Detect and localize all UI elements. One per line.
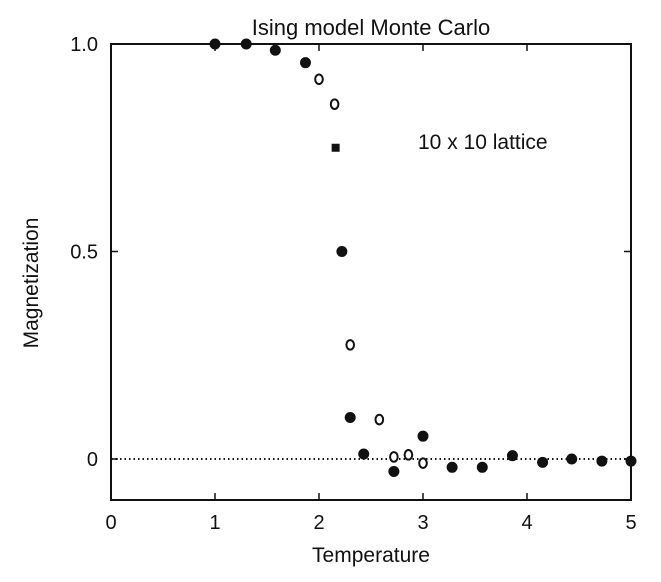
y-tick-label: 1.0	[70, 34, 98, 56]
data-point-filled	[625, 455, 637, 467]
y-axis-ticks: 0 0.5 1.0	[70, 34, 631, 471]
data-point-open	[418, 457, 428, 469]
data-point-filled	[506, 450, 518, 462]
data-point-filled-square	[331, 143, 340, 152]
data-point-filled	[446, 461, 458, 473]
x-tick-label: 1	[209, 512, 220, 534]
data-point-open	[345, 339, 356, 351]
data-point-open	[329, 98, 340, 110]
data-point-filled	[240, 38, 252, 50]
data-point-open	[314, 73, 324, 86]
x-tick-label: 4	[521, 512, 532, 534]
x-tick-label: 3	[417, 512, 428, 534]
x-tick-label: 0	[105, 512, 116, 534]
chart-title: Ising model Monte Carlo	[252, 15, 490, 40]
lattice-annotation: 10 x 10 lattice	[418, 131, 548, 154]
data-point-filled	[209, 38, 221, 50]
data-point-filled	[417, 430, 429, 442]
plot-frame	[110, 43, 632, 501]
y-tick-label: 0	[87, 449, 98, 471]
data-point-open	[403, 449, 414, 461]
data-point-filled	[537, 456, 549, 468]
y-tick-label: 0.5	[70, 242, 98, 264]
data-point-filled	[269, 44, 281, 56]
data-point-open	[389, 451, 399, 463]
data-point-filled	[476, 461, 488, 473]
data-point-open	[374, 413, 385, 426]
x-tick-label: 2	[313, 512, 324, 534]
x-axis-label: Temperature	[312, 544, 430, 567]
data-point-filled	[344, 412, 356, 423]
x-tick-label: 5	[625, 512, 636, 534]
data-point-filled	[299, 57, 311, 69]
data-point-filled	[358, 448, 370, 460]
data-point-filled	[388, 465, 400, 477]
x-axis-ticks: 0 1 2 3 4 5	[105, 44, 637, 534]
data-point-filled	[596, 455, 608, 467]
data-points	[209, 38, 637, 477]
data-point-filled	[336, 246, 348, 257]
y-axis-label: Magnetization	[20, 218, 43, 349]
data-point-filled	[566, 453, 578, 465]
